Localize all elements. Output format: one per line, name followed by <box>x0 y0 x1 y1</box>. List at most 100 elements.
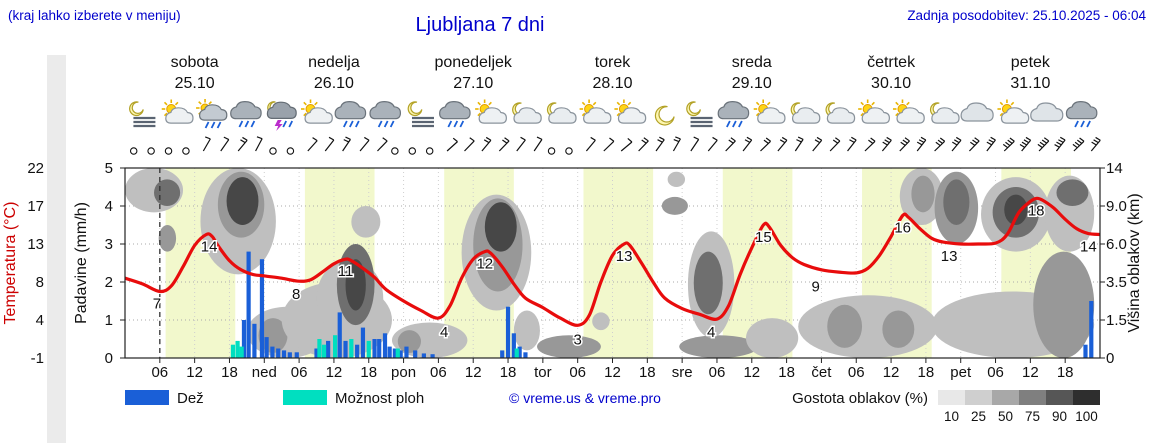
wind-calm-icon <box>129 147 138 155</box>
weather-icon-moon-cloud <box>929 102 960 124</box>
rain-bar <box>264 337 269 358</box>
shower-bar <box>230 344 236 358</box>
wind-barb-icon <box>307 140 318 152</box>
weather-icon-moon-thunder <box>266 101 297 131</box>
rain-bar <box>523 352 528 358</box>
wind-calm-icon <box>147 147 155 155</box>
x-tick-label: 18 <box>221 364 238 381</box>
cloud-blob <box>513 310 540 351</box>
x-tick-label: 18 <box>639 364 656 381</box>
temp-value-label: 4 <box>440 324 448 341</box>
weather-icon-sun-cloud <box>579 99 612 124</box>
cloud-blob <box>484 202 517 252</box>
wind-barb-icon <box>1038 140 1050 152</box>
wind-calm-icon <box>425 147 434 155</box>
cloud-scale-swatch <box>1073 390 1100 405</box>
temp-tick-label: 13 <box>27 236 44 253</box>
rain-bar <box>1083 344 1088 358</box>
precip-tick-label: 3 <box>105 236 113 253</box>
x-tick-label: 06 <box>430 364 447 381</box>
cloud-tick-label: 0 <box>1106 350 1114 367</box>
temp-value-label: 13 <box>616 248 633 265</box>
wind-barb-icon <box>934 140 946 152</box>
temp-axis-label: Temperatura (°C) <box>2 202 19 325</box>
x-tick-label: sre <box>672 364 693 381</box>
wind-barbs-row <box>129 136 1101 155</box>
rain-bar <box>241 320 247 358</box>
wind-barb-icon <box>464 140 475 152</box>
menu-hint: (kraj lahko izberete v meniju) <box>8 8 181 23</box>
wind-calm-icon <box>182 147 190 155</box>
cloud-blob <box>679 335 758 358</box>
cloud-blob <box>667 171 686 187</box>
rain-bar <box>382 333 388 358</box>
weather-icon-cloud <box>960 102 994 122</box>
wind-barb-icon <box>533 139 543 152</box>
cloud-blob <box>1056 179 1089 206</box>
weather-icon-sun-cloud <box>997 99 1030 124</box>
shower-bar <box>317 339 322 358</box>
day-date: 29.10 <box>732 75 772 92</box>
temp-value-label: 4 <box>707 324 715 341</box>
rain-bar <box>287 352 292 358</box>
rain-bar <box>355 344 360 358</box>
wind-calm-icon <box>547 147 556 155</box>
x-tick-label: 06 <box>709 364 726 381</box>
wind-barb-icon <box>655 139 665 152</box>
rain-legend-swatch <box>125 390 169 405</box>
precip-tick-label: 1 <box>105 312 113 329</box>
rain-bar <box>252 323 257 358</box>
wind-barb-icon <box>899 140 910 152</box>
copyright-link[interactable]: © vreme.us & vreme.pro <box>509 390 661 406</box>
wind-barb-icon <box>1090 139 1101 152</box>
wind-barb-icon <box>481 139 492 152</box>
cloud-blob <box>693 251 723 315</box>
x-tick-label: 12 <box>743 364 760 381</box>
rain-bars <box>241 251 1094 358</box>
shower-bar <box>321 344 327 358</box>
rain-bar <box>246 251 251 358</box>
day-name: sreda <box>732 54 772 71</box>
x-tick-label: 06 <box>151 364 168 381</box>
day-name: sobota <box>171 54 219 71</box>
x-tick-label: 18 <box>500 364 517 381</box>
rain-bar <box>294 352 299 358</box>
day-name: četrtek <box>867 54 916 71</box>
weather-icon-cloud-rain <box>439 100 471 128</box>
temp-value-label: 12 <box>476 256 493 273</box>
weather-icons-row <box>129 99 1098 131</box>
cloud-density-scale: 10 25 50 75 90 100 <box>938 390 1100 424</box>
wind-barb-icon <box>255 138 263 152</box>
wind-barb-icon <box>1021 139 1032 152</box>
rain-bar <box>505 306 511 358</box>
wind-barb-icon <box>585 139 596 152</box>
x-tick-label: 18 <box>1057 364 1074 381</box>
weather-icon-cloud-rain <box>369 100 402 128</box>
cloud-axis-label: Višina oblakov (km) <box>1126 193 1143 332</box>
cloud-scale-swatch <box>1019 390 1046 405</box>
wind-barb-icon <box>794 139 804 152</box>
shower-bar <box>239 346 244 358</box>
wind-barb-icon <box>864 140 876 152</box>
x-tick-label: 06 <box>848 364 865 381</box>
weather-icon-cloud-rain <box>230 100 262 128</box>
wind-barb-icon <box>760 140 771 152</box>
cloud-blob <box>1004 194 1028 225</box>
temp-tick-label: -1 <box>31 350 44 367</box>
temp-value-label: 16 <box>894 220 911 237</box>
temp-value-label: 13 <box>941 248 958 265</box>
x-tick-label: tor <box>534 364 552 381</box>
rain-legend-label: Dež <box>177 390 204 407</box>
shower-bar <box>366 340 371 358</box>
cloud-tick-label: 1.5 <box>1106 312 1127 329</box>
weather-icon-moon-fog <box>129 101 156 128</box>
cloud-blob <box>911 175 935 213</box>
day-date: 25.10 <box>175 75 215 92</box>
weather-icon-moon-cloud <box>546 102 577 124</box>
cloud-blob <box>397 330 421 353</box>
rain-bar <box>259 259 265 358</box>
weather-icon-moon-cloud <box>825 102 856 124</box>
x-tick-label: 18 <box>360 364 377 381</box>
wind-barb-icon <box>1073 140 1085 152</box>
temperature-labels: 7 14 8 11 4 12 3 13 4 15 9 16 13 18 14 <box>151 201 1098 350</box>
